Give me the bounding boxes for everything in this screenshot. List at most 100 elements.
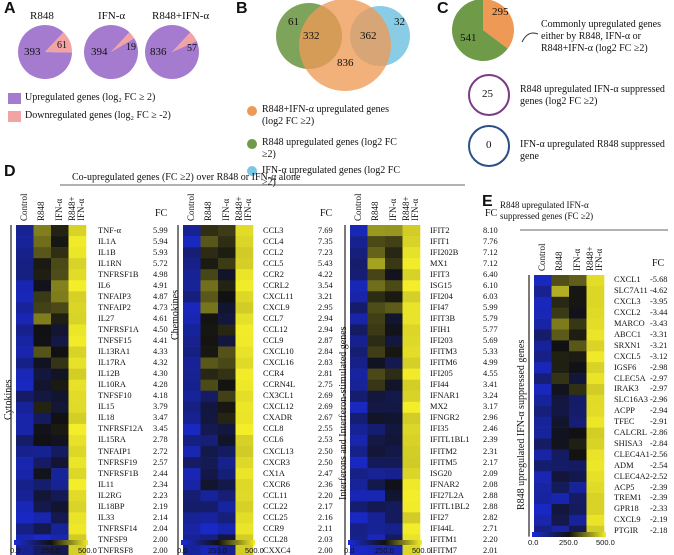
d1-cell [51, 434, 69, 447]
d1-cell [68, 446, 87, 458]
d1-cell [68, 401, 87, 414]
d3-cell [350, 357, 368, 369]
d3-gene-label: IFIT3B [430, 313, 456, 323]
d2-scale-label: 500.0 [245, 546, 264, 555]
legend-blue-text: IFN-α upregulated genes (log2 FC ≥2) [262, 165, 400, 188]
e-gene-label: MARCO [614, 319, 645, 329]
d1-gene-label: TNFSF9 [98, 534, 128, 544]
d3-cell [402, 412, 421, 425]
e-cell [551, 525, 570, 537]
d2-cell [235, 490, 254, 502]
d2-cell [235, 324, 254, 336]
d1-cell [51, 357, 69, 369]
d3-gene-label: IFITL1BL2 [430, 501, 470, 511]
d1-cell [16, 479, 34, 491]
pie-a2-title: IFN-α [98, 10, 126, 22]
d3-fc-value: 5.77 [483, 324, 498, 334]
d1-cell [33, 368, 52, 380]
d1-fc-value: 4.73 [153, 302, 168, 312]
d2-cell [235, 368, 254, 380]
d2-cell [218, 390, 236, 403]
d2-cell [235, 390, 254, 403]
panel-b-label: B [236, 0, 248, 17]
d2-gene-label: CXCL9 [263, 302, 290, 312]
legend-orange-text: R848+IFN-α upregulated genes (log2 FC ≥2… [262, 104, 389, 127]
d3-cell [385, 258, 403, 270]
d2-cell [235, 346, 254, 358]
d3-cell [367, 479, 386, 491]
d2-cell [200, 258, 219, 270]
d2-gene-label: CXCL12 [263, 402, 294, 412]
d3-cell [350, 434, 368, 447]
d1-cell [33, 346, 52, 358]
e-cell [586, 514, 605, 526]
legend-down-text: Downregulated genes (log₂ FC ≥ -2) [25, 110, 171, 121]
d3-cell [385, 324, 403, 336]
e-cell [551, 394, 570, 407]
d2-fc-value: 2.84 [318, 347, 333, 357]
pie-a2-up: 394 [91, 46, 108, 58]
d3-cell [385, 434, 403, 447]
d1-cell [16, 468, 34, 480]
e-cell [534, 362, 552, 374]
e-fc-value: -3.31 [650, 329, 668, 339]
d3-cell [350, 412, 368, 425]
d2-cell [200, 368, 219, 380]
d3-cell [350, 335, 368, 347]
d1-gene-label: TNFRSF12A [98, 424, 144, 434]
d3-fc-value: 3.41 [483, 380, 498, 390]
d3-gene-label: IFI202B [430, 247, 459, 257]
venn-green-only: 61 [288, 16, 299, 28]
d3-cell [402, 545, 421, 555]
e-gene-label: CLEC4A2 [614, 471, 650, 481]
d1-cell [16, 545, 34, 555]
d2-cell [235, 258, 254, 270]
legend-down-swatch [8, 111, 21, 122]
d3-cell [350, 368, 368, 380]
circle-ifn-up [468, 125, 510, 167]
d1-cell [68, 280, 87, 292]
e-cell [534, 416, 552, 428]
d3-cell [385, 401, 403, 414]
d1-fc-value: 4.41 [153, 336, 168, 346]
d3-cell [367, 313, 386, 325]
d1-cell [16, 313, 34, 325]
d2-cell [200, 236, 219, 248]
e-cell [569, 460, 587, 472]
d1-cell [16, 236, 34, 248]
e-cell [551, 438, 570, 450]
d1-fc-value: 2.04 [153, 523, 168, 533]
d1-gene-label: IL15RA [98, 435, 126, 445]
d3-gene-label: IFIT1 [430, 236, 450, 246]
d2-cell [218, 346, 236, 358]
e-cell [569, 394, 587, 407]
d2-gene-label: CXCR6 [263, 479, 290, 489]
d2-gene-label: CXADR [263, 413, 293, 423]
d3-cell [385, 302, 403, 314]
d1-cell [16, 434, 34, 447]
d2-fc-value: 2.83 [318, 358, 333, 368]
d3-fc-value: 2.08 [483, 479, 498, 489]
d2-fc-value: 2.50 [318, 457, 333, 467]
d3-cell [367, 269, 386, 281]
d1-cell [68, 412, 87, 425]
d2-cell [218, 379, 236, 392]
d2-cell [183, 446, 201, 458]
d1-cell [33, 313, 52, 325]
d3-cell [385, 446, 403, 458]
e-cell [534, 449, 552, 461]
pie-c-small: 295 [492, 6, 509, 18]
d3-fc-value: 5.99 [483, 302, 498, 312]
d2-fc-value: 4.22 [318, 269, 333, 279]
d2-cell [183, 434, 201, 447]
d1-cell [51, 335, 69, 347]
d3-gene-label: IFI27L2A [430, 490, 464, 500]
d2-cell [218, 302, 236, 314]
e-cell [586, 373, 605, 385]
d3-gene-label: ISG20 [430, 468, 452, 478]
d2-fc-value: 2.81 [318, 369, 333, 379]
e-cell [551, 449, 570, 461]
d2-gene-label: CCR2 [263, 269, 284, 279]
e-cell [569, 318, 587, 330]
